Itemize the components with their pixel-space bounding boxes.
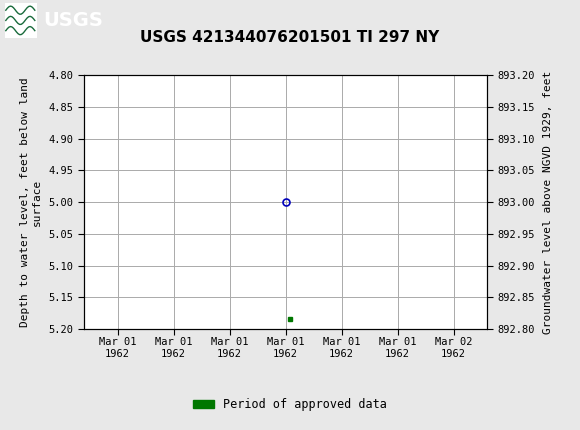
Legend: Period of approved data: Period of approved data bbox=[188, 393, 392, 415]
Text: USGS: USGS bbox=[44, 11, 103, 30]
Y-axis label: Groundwater level above NGVD 1929, feet: Groundwater level above NGVD 1929, feet bbox=[543, 71, 553, 334]
FancyBboxPatch shape bbox=[5, 3, 37, 37]
Text: USGS 421344076201501 TI 297 NY: USGS 421344076201501 TI 297 NY bbox=[140, 30, 440, 45]
Y-axis label: Depth to water level, feet below land
surface: Depth to water level, feet below land su… bbox=[20, 77, 42, 327]
